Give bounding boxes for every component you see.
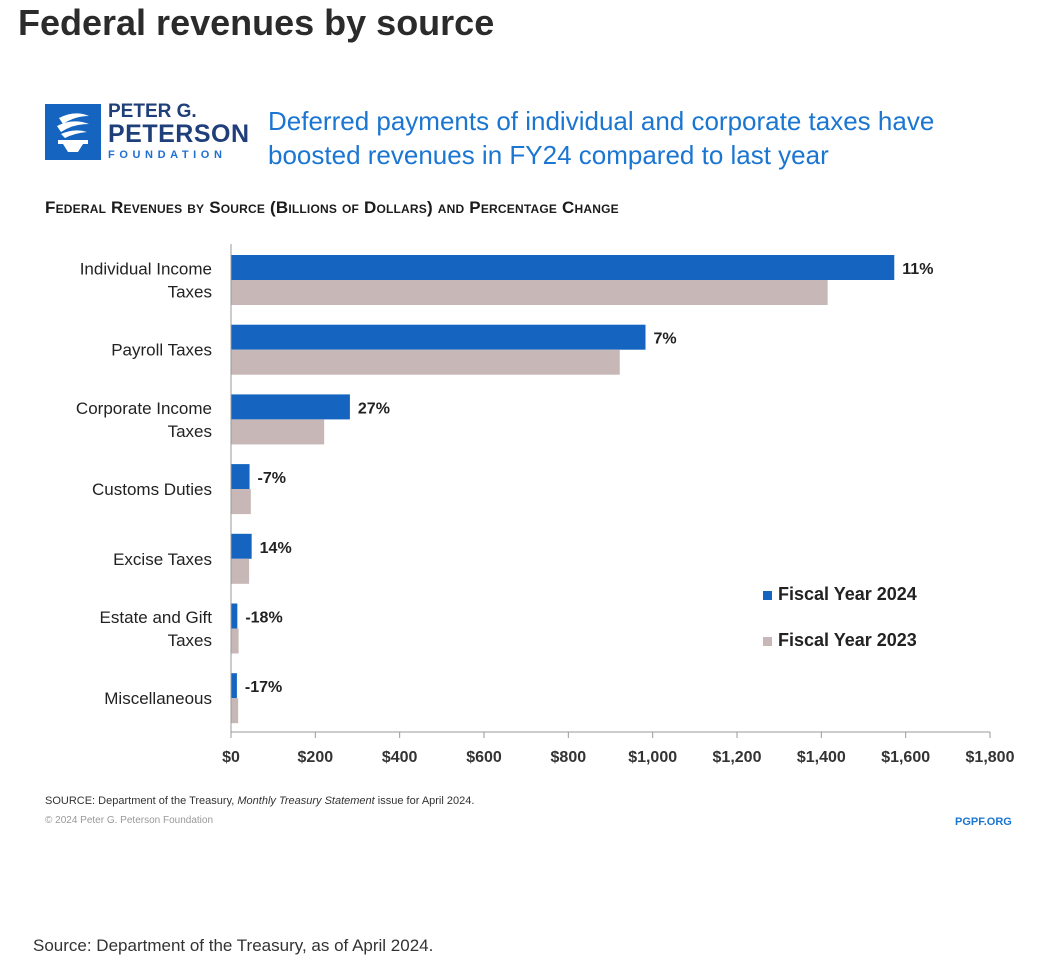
category-label: Taxes [168, 631, 212, 650]
brand-line-2: PETERSON [108, 120, 250, 148]
foundation-name: PETER G. PETERSON FOUNDATION [108, 102, 250, 161]
foundation-logo [45, 104, 101, 160]
x-tick-label: $800 [551, 749, 587, 766]
copyright: © 2024 Peter G. Peterson Foundation [45, 815, 214, 826]
bar-fy2024 [231, 533, 252, 559]
bar-fy2023 [231, 489, 251, 515]
legend-swatch [763, 637, 772, 646]
category-label: Customs Duties [92, 480, 212, 499]
brand-line-1: PETER G. [108, 101, 197, 122]
pct-change-label: 7% [653, 331, 676, 348]
x-tick-label: $200 [298, 749, 334, 766]
category-label: Taxes [168, 283, 212, 302]
brand-line-3: FOUNDATION [108, 149, 227, 161]
bar-fy2024 [231, 464, 250, 490]
bar-fy2024 [231, 255, 895, 280]
x-tick-label: $600 [466, 749, 502, 766]
category-label: Payroll Taxes [111, 341, 212, 360]
x-tick-label: $1,600 [881, 749, 930, 766]
torch-icon [57, 113, 89, 152]
source-publication: Monthly Treasury Statement [237, 795, 375, 807]
pct-change-label: -7% [258, 470, 286, 487]
category-label: Estate and Gift [100, 608, 213, 627]
x-tick-label: $1,400 [797, 749, 846, 766]
figure-headline: Deferred payments of individual and corp… [268, 106, 935, 170]
bar-fy2023 [231, 628, 239, 654]
x-tick-label: $1,800 [966, 749, 1015, 766]
revenue-bar-chart: 11% Individual Income Taxes 7% Payroll Taxes… [76, 244, 1015, 766]
site-link[interactable]: PGPF.ORG [955, 816, 1012, 828]
footer-source: Source: Department of the Treasury, as o… [33, 936, 434, 955]
bar-fy2024 [231, 603, 238, 629]
x-tick-label: $1,000 [628, 749, 677, 766]
x-tick-label: $0 [222, 749, 240, 766]
pct-change-label: -18% [245, 610, 282, 627]
bar-fy2023 [231, 558, 250, 584]
pct-change-label: 14% [260, 540, 292, 557]
pct-change-label: 27% [358, 400, 390, 417]
x-tick-label: $400 [382, 749, 418, 766]
bar-fy2023 [231, 698, 239, 724]
source-note: SOURCE: Department of the Treasury, Mont… [45, 795, 474, 807]
legend-swatch [763, 591, 772, 600]
chart-title: Federal Revenues by Source (Billions of … [45, 198, 619, 217]
bar-fy2024 [231, 324, 646, 350]
source-prefix: SOURCE: Department of the Treasury, [45, 795, 235, 807]
legend-label: Fiscal Year 2023 [778, 630, 917, 650]
category-label: Miscellaneous [104, 689, 212, 708]
pct-change-label: 11% [902, 261, 933, 278]
category-label: Individual Income [80, 260, 212, 279]
category-label: Excise Taxes [113, 550, 212, 569]
source-suffix: issue for April 2024. [377, 795, 475, 807]
bar-fy2023 [231, 419, 325, 445]
legend-label: Fiscal Year 2024 [778, 584, 917, 604]
bar-fy2024 [231, 394, 350, 420]
category-label: Taxes [168, 422, 212, 441]
category-label: Corporate Income [76, 399, 212, 418]
bar-fy2024 [231, 673, 237, 699]
bar-fy2023 [231, 349, 620, 375]
x-tick-label: $1,200 [713, 749, 762, 766]
bar-fy2023 [231, 280, 828, 305]
pct-change-label: -17% [245, 679, 282, 696]
page-title: Federal revenues by source [18, 2, 495, 43]
